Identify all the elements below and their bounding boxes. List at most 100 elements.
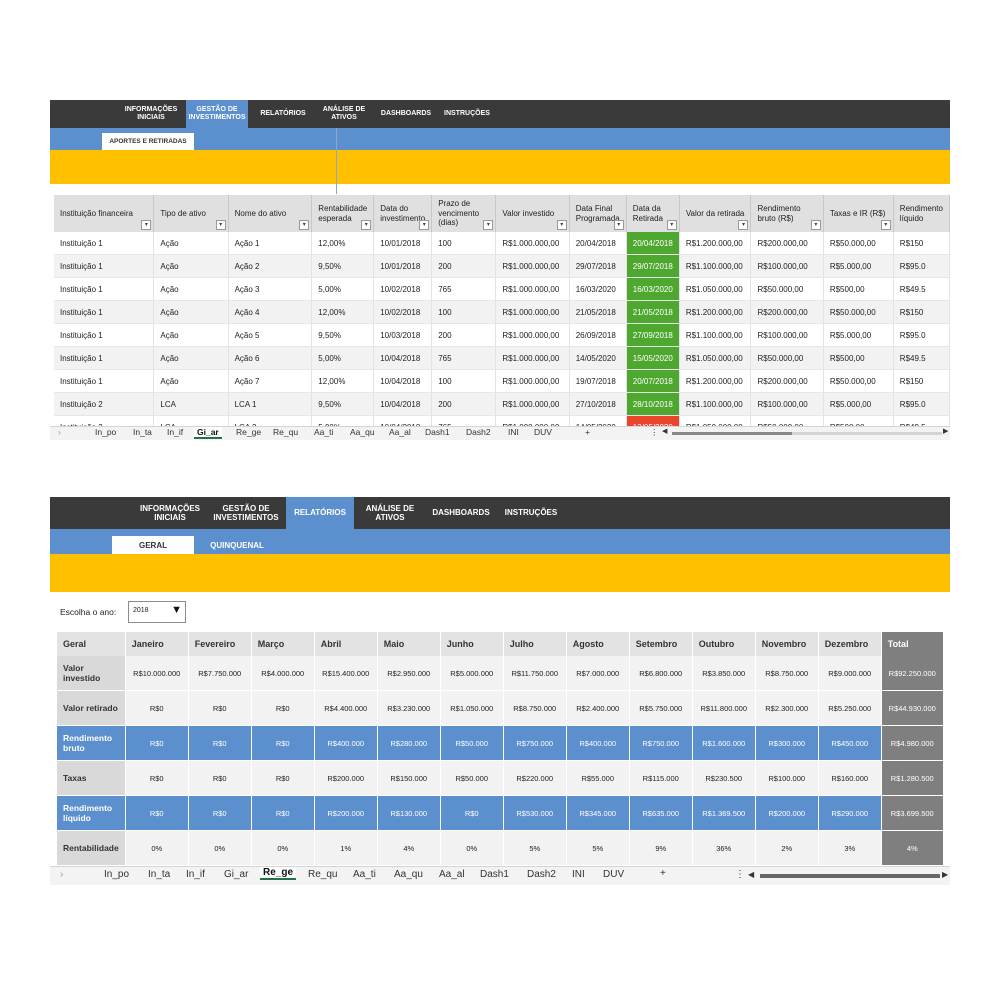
scroll-right-icon[interactable]: ▶: [943, 428, 949, 435]
sheet-tab[interactable]: Dash2: [466, 427, 491, 437]
summary-cell[interactable]: R$5.000.000: [440, 656, 504, 691]
table-cell[interactable]: 10/04/2018: [373, 392, 433, 416]
sheet-tab[interactable]: DUV: [534, 427, 552, 437]
scroll-tabs-left-icon[interactable]: ›: [60, 869, 64, 880]
table-cell[interactable]: R$1.000.000,00: [495, 232, 570, 255]
col-nome[interactable]: Nome do ativo ▾: [228, 195, 313, 232]
add-sheet-button[interactable]: +: [660, 868, 666, 879]
table-cell[interactable]: R$1.200.000,00: [679, 300, 752, 324]
sheet-tab[interactable]: Aa_qu: [394, 869, 423, 880]
summary-cell[interactable]: 5%: [503, 830, 567, 866]
nav-gestao-investimentos[interactable]: GESTÃO DE INVESTIMENTOS: [213, 503, 279, 522]
table-cell[interactable]: Ação: [153, 323, 229, 347]
table-cell[interactable]: R$100.000,00: [750, 392, 824, 416]
summary-cell[interactable]: R$230.500: [692, 760, 756, 796]
table-cell[interactable]: 765: [431, 346, 497, 370]
table-cell[interactable]: 9,50%: [311, 323, 375, 347]
table-cell[interactable]: 26/09/2018: [569, 323, 627, 347]
summary-cell[interactable]: R$0: [251, 690, 315, 726]
summary-cell[interactable]: R$130.000: [377, 795, 441, 831]
summary-cell[interactable]: R$2.400.000: [566, 690, 630, 726]
table-cell[interactable]: Ação 3: [228, 277, 313, 301]
summary-cell[interactable]: R$8.750.000: [503, 690, 567, 726]
sheet-tab[interactable]: Gi_ar: [224, 869, 249, 880]
sheet-tab-active[interactable]: Gi_ar: [194, 427, 222, 439]
table-cell[interactable]: 10/04/2018: [373, 346, 433, 370]
table-cell[interactable]: Ação: [153, 300, 229, 324]
summary-cell[interactable]: 4%: [377, 830, 441, 866]
table-cell[interactable]: R$1.000.000,00: [495, 300, 570, 324]
filter-dropdown-icon[interactable]: ▾: [419, 220, 430, 230]
sheet-tab-active[interactable]: Re_ge: [260, 867, 297, 880]
sheet-tab[interactable]: In_po: [104, 869, 130, 880]
sheet-tab[interactable]: Dash1: [480, 869, 509, 880]
summary-cell[interactable]: R$280.000: [377, 725, 441, 761]
subtab-quinquenal[interactable]: QUINQUENAL: [210, 540, 264, 550]
summary-cell[interactable]: 36%: [692, 830, 756, 866]
table-cell[interactable]: 19/07/2018: [569, 369, 627, 393]
summary-cell[interactable]: R$100.000: [755, 760, 819, 796]
summary-cell[interactable]: R$5.750.000: [629, 690, 693, 726]
chevron-down-icon[interactable]: ▼: [171, 604, 182, 616]
table-cell[interactable]: R$200.000,00: [750, 300, 824, 324]
summary-cell[interactable]: R$4.400.000: [314, 690, 378, 726]
summary-cell[interactable]: R$0: [125, 760, 189, 796]
summary-cell[interactable]: R$3.230.000: [377, 690, 441, 726]
table-cell[interactable]: R$5.000,00: [823, 392, 894, 416]
subtab-aportes-retiradas[interactable]: APORTES E RETIRADAS: [102, 133, 194, 150]
summary-cell[interactable]: R$3.850.000: [692, 656, 756, 691]
table-cell[interactable]: R$1.000.000,00: [495, 277, 570, 301]
summary-cell[interactable]: R$200.000: [314, 795, 378, 831]
sheet-tab[interactable]: Aa_ti: [353, 869, 376, 880]
summary-cell[interactable]: 0%: [188, 830, 252, 866]
sheet-tab[interactable]: In_po: [95, 427, 117, 437]
table-cell[interactable]: R$100.000,00: [750, 323, 824, 347]
table-cell[interactable]: 15/05/2020: [626, 346, 680, 370]
horizontal-scrollbar[interactable]: [672, 432, 942, 435]
table-cell[interactable]: R$1.050.000,00: [679, 277, 752, 301]
table-cell[interactable]: R$50.000,00: [823, 300, 894, 324]
summary-cell[interactable]: R$11.800.000: [692, 690, 756, 726]
col-taxas-ir[interactable]: Taxas e IR (R$) ▾: [823, 195, 894, 232]
table-cell[interactable]: Ação: [153, 254, 229, 278]
scroll-right-icon[interactable]: ▶: [942, 870, 949, 879]
sheet-tab[interactable]: Re_qu: [308, 869, 338, 880]
table-cell[interactable]: R$200.000,00: [750, 369, 824, 393]
sheet-tab[interactable]: In_ta: [148, 869, 171, 880]
summary-cell[interactable]: R$530.000: [503, 795, 567, 831]
summary-cell[interactable]: R$115.000: [629, 760, 693, 796]
summary-cell[interactable]: 3%: [818, 830, 882, 866]
col-valor-investido[interactable]: Valor investido ▾: [495, 195, 570, 232]
nav-relatorios[interactable]: RELATÓRIOS: [286, 497, 354, 529]
table-cell[interactable]: 10/02/2018: [373, 277, 433, 301]
table-cell[interactable]: Ação: [153, 232, 229, 255]
nav-dashboards[interactable]: DASHBOARDS: [432, 508, 490, 518]
summary-cell[interactable]: R$290.000: [818, 795, 882, 831]
horizontal-scrollbar[interactable]: [760, 874, 940, 878]
table-cell[interactable]: Instituição 1: [54, 369, 155, 393]
table-cell[interactable]: R$150: [893, 369, 950, 393]
summary-cell[interactable]: R$0: [188, 760, 252, 796]
table-cell[interactable]: 20/07/2018: [626, 369, 680, 393]
filter-dropdown-icon[interactable]: ▾: [880, 220, 891, 230]
summary-cell[interactable]: 5%: [566, 830, 630, 866]
table-cell[interactable]: R$1.100.000,00: [679, 323, 752, 347]
table-cell[interactable]: 9,50%: [311, 254, 375, 278]
table-cell[interactable]: R$49.5: [893, 277, 950, 301]
table-cell[interactable]: R$50.000,00: [823, 369, 894, 393]
nav-instrucoes[interactable]: INSTRUÇÕES: [504, 508, 558, 518]
table-cell[interactable]: 10/01/2018: [373, 232, 433, 255]
table-cell[interactable]: 29/07/2018: [626, 254, 680, 278]
table-cell[interactable]: Instituição 1: [54, 277, 155, 301]
table-cell[interactable]: Ação 1: [228, 232, 313, 255]
nav-analise-ativos[interactable]: ANÁLISE DE ATIVOS: [365, 503, 415, 522]
col-rendimento-liquido[interactable]: Rendimento líquido: [893, 195, 950, 232]
col-data-retirada[interactable]: Data da Retirada ▾: [626, 195, 680, 232]
more-options-icon[interactable]: ⋮: [735, 869, 745, 880]
filter-dropdown-icon[interactable]: ▾: [556, 220, 567, 230]
summary-cell[interactable]: 0%: [251, 830, 315, 866]
add-sheet-button[interactable]: +: [585, 427, 590, 437]
summary-cell[interactable]: R$300.000: [755, 725, 819, 761]
table-cell[interactable]: Ação: [153, 346, 229, 370]
more-options-icon[interactable]: ⋮: [650, 427, 659, 437]
